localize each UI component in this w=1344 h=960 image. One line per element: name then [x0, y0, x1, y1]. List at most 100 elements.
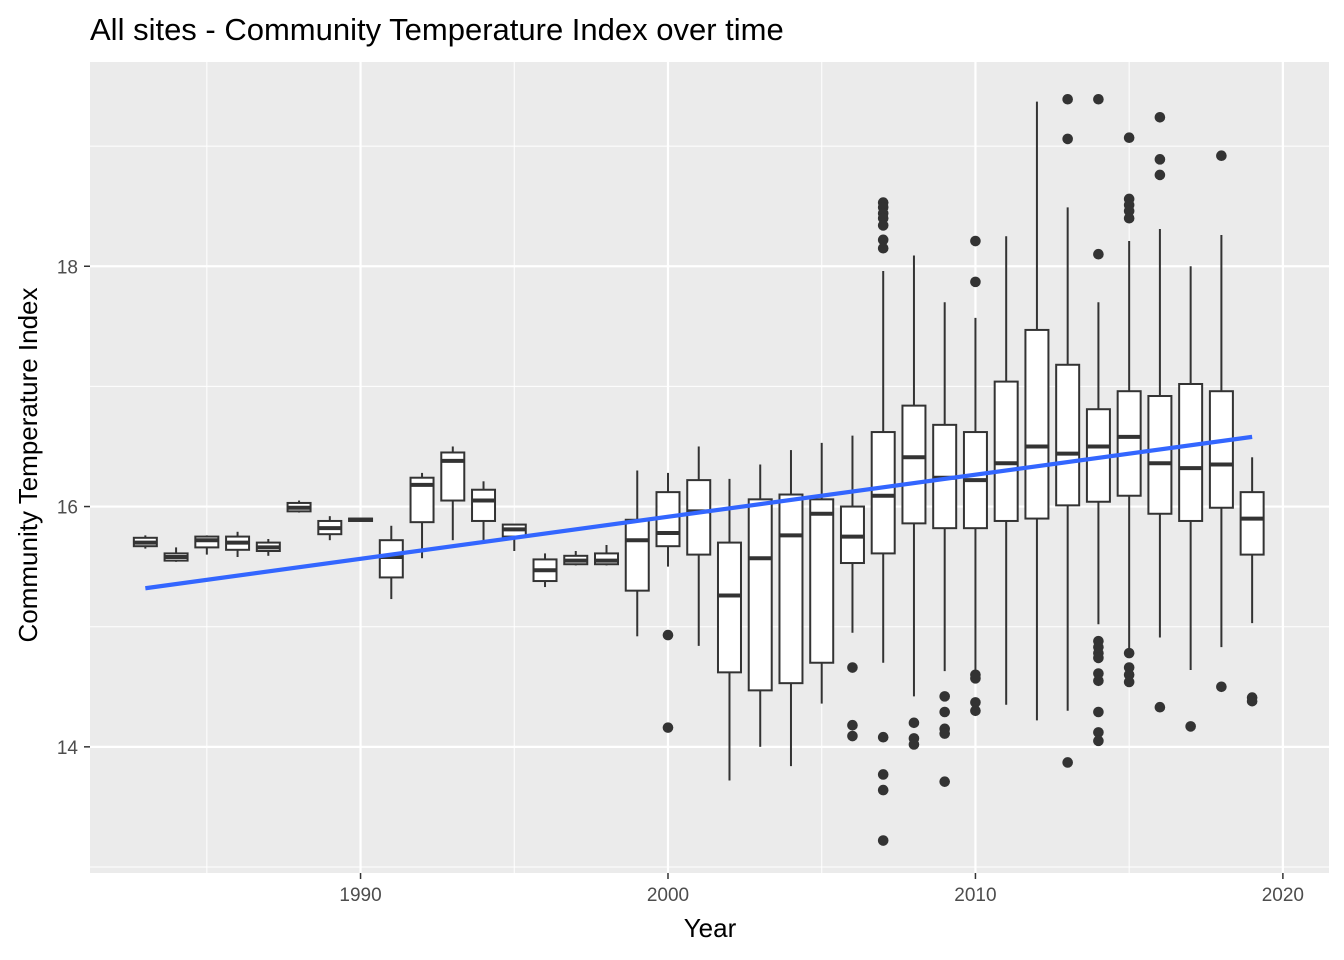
box-iqr — [1208, 390, 1234, 509]
y-tick-label: 16 — [57, 498, 78, 519]
trend-line — [145, 434, 1253, 591]
box-1998 — [594, 544, 620, 566]
box-iqr — [778, 493, 804, 685]
box-2014 — [1085, 93, 1111, 747]
outlier-point — [1062, 133, 1073, 145]
box-iqr — [1239, 491, 1265, 556]
outlier-point — [662, 629, 674, 641]
outlier-point — [1216, 150, 1227, 162]
outlier-point — [908, 739, 920, 750]
box-2018 — [1208, 150, 1234, 693]
box-iqr — [686, 479, 712, 556]
box-2004 — [778, 450, 804, 767]
outlier-point — [970, 235, 981, 247]
y-axis-title: Community Temperature Index — [13, 287, 43, 642]
box-2005 — [809, 442, 835, 704]
outlier-point — [1154, 169, 1166, 181]
outlier-point — [1093, 675, 1104, 687]
outlier-point — [908, 717, 920, 729]
outlier-point — [877, 769, 889, 780]
outlier-point — [1093, 706, 1104, 718]
box-1987 — [255, 538, 281, 556]
x-axis-title: Year — [684, 913, 737, 943]
box-iqr — [1178, 382, 1204, 522]
outlier-point — [877, 784, 889, 796]
outlier-point — [877, 731, 889, 743]
outlier-point — [1216, 681, 1227, 693]
outlier-point — [1062, 93, 1073, 105]
x-tick-label: 2010 — [954, 885, 996, 906]
box-1989 — [317, 516, 343, 541]
box-2002 — [716, 478, 742, 781]
box-1993 — [440, 446, 466, 541]
box-1992 — [409, 472, 435, 559]
box-2003 — [747, 464, 773, 747]
box-2015 — [1116, 132, 1142, 688]
box-1990 — [348, 517, 374, 522]
boxplots — [132, 93, 1265, 846]
box-1983 — [132, 535, 158, 549]
box-2013 — [1055, 93, 1081, 768]
outlier-point — [1154, 111, 1166, 123]
y-tick-label: 18 — [57, 257, 78, 278]
outlier-point — [970, 276, 981, 288]
box-iqr — [993, 380, 1019, 522]
box-1994 — [471, 481, 497, 543]
box-2012 — [1024, 101, 1050, 721]
box-iqr — [624, 518, 650, 592]
box-1996 — [532, 553, 558, 588]
y-axis: 14 16 18 — [57, 257, 90, 759]
box-2016 — [1147, 111, 1173, 713]
outlier-point — [877, 242, 889, 254]
outlier-point — [847, 662, 858, 673]
box-iqr — [1147, 395, 1173, 515]
box-iqr — [870, 431, 896, 555]
outlier-point — [1093, 248, 1104, 260]
outlier-point — [1093, 735, 1104, 747]
outlier-point — [1185, 721, 1196, 732]
box-1986 — [225, 531, 251, 558]
box-1999 — [624, 470, 650, 637]
outlier-point — [939, 691, 950, 702]
outlier-point — [939, 728, 950, 739]
outlier-point — [1154, 701, 1166, 713]
box-1984 — [163, 547, 189, 562]
trend-line-segment — [145, 434, 1253, 591]
box-iqr — [409, 476, 435, 524]
box-2011 — [993, 236, 1019, 705]
box-iqr — [440, 451, 466, 502]
outlier-point — [970, 697, 981, 708]
box-iqr — [901, 404, 927, 525]
box-iqr — [716, 541, 742, 674]
outlier-point — [939, 776, 950, 787]
box-iqr — [471, 488, 497, 522]
chart-title: All sites - Community Temperature Index … — [90, 12, 784, 47]
outlier-point — [877, 234, 889, 246]
x-tick-label: 2000 — [647, 885, 689, 906]
box-2007 — [870, 197, 896, 846]
plot-panel — [90, 62, 1329, 873]
x-axis: 1990 2000 2010 2020 — [339, 873, 1304, 906]
outlier-point — [939, 706, 950, 718]
box-iqr — [1024, 328, 1050, 520]
outlier-point — [662, 722, 674, 733]
box-1997 — [563, 551, 589, 566]
box-iqr — [1116, 390, 1142, 497]
outlier-point — [847, 719, 858, 731]
box-iqr — [809, 498, 835, 664]
outlier-point — [877, 835, 889, 846]
x-tick-label: 1990 — [339, 885, 381, 906]
outlier-point — [1093, 727, 1104, 738]
outlier-point — [1123, 212, 1135, 224]
box-2010 — [962, 235, 988, 717]
outlier-point — [1093, 93, 1104, 105]
box-iqr — [747, 498, 773, 692]
outlier-point — [1154, 154, 1166, 165]
box-1988 — [286, 500, 312, 513]
outlier-point — [970, 673, 981, 684]
box-2017 — [1178, 266, 1204, 732]
box-1985 — [194, 535, 220, 555]
x-tick-label: 2020 — [1262, 885, 1304, 906]
outlier-point — [877, 220, 889, 231]
